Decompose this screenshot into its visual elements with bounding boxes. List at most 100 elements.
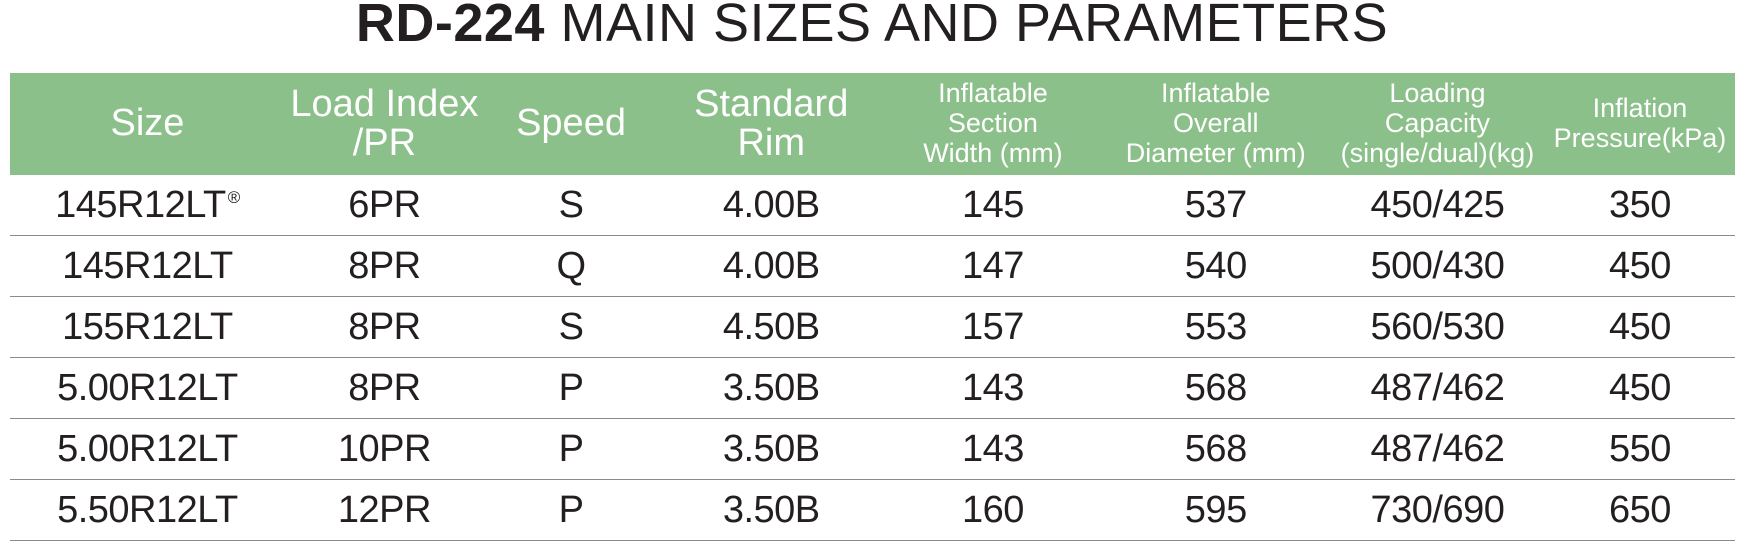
pressure-cell: 450: [1544, 296, 1735, 358]
table-row: 5.00R12LT 8PR P 3.50B 143 568 487/462 450: [10, 357, 1735, 419]
pressure-cell: 450: [1544, 357, 1735, 419]
rim-cell: 4.50B: [658, 296, 885, 358]
size-cell: 145R12LT ®: [10, 175, 285, 236]
header-section-width: Inflatable Section Width (mm): [884, 73, 1102, 175]
cell-value: 450: [1609, 244, 1671, 287]
header-line: Loading: [1389, 78, 1486, 109]
load-index-cell: 12PR: [284, 479, 484, 541]
diameter-cell: 568: [1101, 357, 1330, 419]
header-speed: Speed: [483, 73, 659, 175]
cell-value: 160: [961, 488, 1024, 531]
diameter-cell: 540: [1101, 235, 1330, 297]
diameter-cell: 553: [1101, 296, 1330, 358]
cell-value: 4.00B: [722, 244, 820, 287]
size-cell: 5.00R12LT: [10, 418, 285, 480]
size-cell: 145R12LT: [10, 235, 285, 297]
header-size: Size: [10, 73, 285, 175]
table-row: 5.00R12LT 10PR P 3.50B 143 568 487/462 550: [10, 418, 1735, 480]
table-row: 5.50R12LT 12PR P 3.50B 160 595 730/690 650: [10, 479, 1735, 541]
header-loading-capacity: Loading Capacity (single/dual)(kg): [1330, 73, 1545, 175]
cell-value: 4.50B: [722, 305, 820, 348]
capacity-cell: 487/462: [1330, 357, 1545, 419]
cell-value: 8PR: [348, 305, 421, 348]
load-index-cell: 8PR: [284, 296, 484, 358]
pressure-cell: 350: [1544, 175, 1735, 236]
rim-cell: 4.00B: [658, 235, 885, 297]
model-name: RD-224: [355, 0, 545, 53]
rim-cell: 4.00B: [658, 175, 885, 236]
cell-value: 730/690: [1370, 488, 1505, 531]
size-cell: 5.00R12LT: [10, 357, 285, 419]
table-row: 145R12LT ® 6PR S 4.00B 145 537 450/425 350: [10, 175, 1735, 236]
diameter-cell: 568: [1101, 418, 1330, 480]
cell-value: 487/462: [1370, 427, 1505, 470]
cell-value: P: [558, 427, 584, 470]
header-row: Size Load Index/PR Speed Standard Rim Inflata…: [10, 73, 1735, 175]
header-line: Size: [110, 102, 185, 145]
cell-value: 650: [1609, 488, 1671, 531]
cell-value: 3.50B: [722, 427, 820, 470]
header-line: Inflation: [1592, 93, 1688, 124]
header-line: Standard: [694, 82, 849, 125]
capacity-cell: 500/430: [1330, 235, 1545, 297]
header-line: (single/dual)(kg): [1340, 137, 1535, 168]
pressure-cell: 550: [1544, 418, 1735, 480]
header-line: Overall: [1172, 108, 1259, 139]
cell-value: 157: [961, 305, 1024, 348]
header-line: Rim: [737, 122, 805, 164]
cell-value: 5.00R12LT: [57, 427, 238, 470]
speed-cell: P: [483, 357, 659, 419]
speed-cell: S: [483, 175, 659, 236]
load-index-cell: 10PR: [284, 418, 484, 480]
width-cell: 147: [884, 235, 1102, 297]
cell-value: 4.00B: [722, 183, 820, 226]
cell-value: P: [558, 366, 584, 409]
cell-value: 568: [1184, 366, 1247, 409]
cell-value: 5.00R12LT: [57, 366, 238, 409]
cell-value: 147: [961, 244, 1024, 287]
header-line: Width (mm): [923, 137, 1063, 168]
width-cell: 160: [884, 479, 1102, 541]
header-load-index: Load Index/PR: [284, 73, 484, 175]
rim-cell: 3.50B: [658, 357, 885, 419]
capacity-cell: 450/425: [1330, 175, 1545, 236]
cell-value: 10PR: [337, 427, 432, 470]
rim-cell: 3.50B: [658, 418, 885, 480]
cell-value: S: [558, 305, 584, 348]
diameter-cell: 537: [1101, 175, 1330, 236]
width-cell: 143: [884, 357, 1102, 419]
table-body: 145R12LT ® 6PR S 4.00B 145 537 450/425 350 145R12…: [10, 175, 1735, 541]
cell-value: Q: [556, 244, 587, 287]
cell-value: 145: [961, 183, 1024, 226]
speed-cell: P: [483, 479, 659, 541]
cell-value: 550: [1609, 427, 1671, 470]
cell-value: 145R12LT: [62, 244, 233, 287]
cell-value: 3.50B: [722, 366, 820, 409]
header-line: Diameter (mm): [1125, 137, 1306, 168]
cell-value: 12PR: [337, 488, 432, 531]
cell-value: 553: [1184, 305, 1247, 348]
load-index-cell: 6PR: [284, 175, 484, 236]
load-index-cell: 8PR: [284, 357, 484, 419]
capacity-cell: 730/690: [1330, 479, 1545, 541]
cell-value: 3.50B: [722, 488, 820, 531]
cell-value: 6PR: [348, 183, 421, 226]
cell-value: 487/462: [1370, 366, 1505, 409]
size-cell: 155R12LT: [10, 296, 285, 358]
header-inflation-pressure: Inflation Pressure(kPa): [1544, 73, 1735, 175]
cell-value: P: [558, 488, 584, 531]
pressure-cell: 650: [1544, 479, 1735, 541]
load-index-cell: 8PR: [284, 235, 484, 297]
cell-value: 500/430: [1370, 244, 1505, 287]
page-title: RD-224 MAIN SIZES AND PARAMETERS: [0, 0, 1744, 58]
speed-cell: S: [483, 296, 659, 358]
table-row: 145R12LT 8PR Q 4.00B 147 540 500/430 450: [10, 235, 1735, 297]
cell-value: 8PR: [348, 366, 421, 409]
cell-value: 540: [1184, 244, 1247, 287]
cell-value: 143: [961, 427, 1024, 470]
header-line: /PR: [352, 122, 417, 164]
pressure-cell: 450: [1544, 235, 1735, 297]
header-line: Load Index: [290, 82, 479, 125]
width-cell: 157: [884, 296, 1102, 358]
table-header: Size Load Index/PR Speed Standard Rim Inflata…: [10, 73, 1735, 175]
